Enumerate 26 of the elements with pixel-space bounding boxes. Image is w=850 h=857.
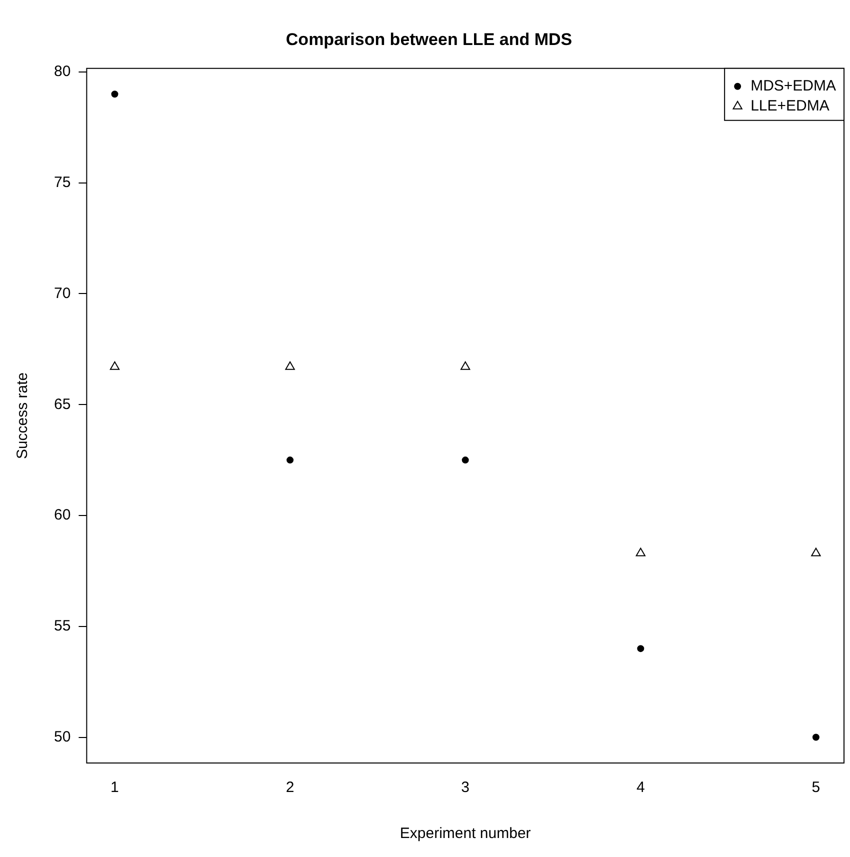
x-axis-title: Experiment number xyxy=(400,825,531,842)
point xyxy=(286,456,294,464)
point xyxy=(285,361,295,370)
point xyxy=(110,361,120,370)
point xyxy=(636,548,646,556)
point xyxy=(811,548,821,556)
x-tick-label: 1 xyxy=(110,779,119,796)
legend-label: MDS+EDMA xyxy=(750,78,836,95)
point xyxy=(812,734,820,741)
y-tick-label: 50 xyxy=(54,728,71,746)
y-tick-label: 55 xyxy=(54,618,71,635)
x-tick-label: 4 xyxy=(636,779,645,796)
x-tick-label: 3 xyxy=(461,779,470,796)
legend-label: LLE+EDMA xyxy=(750,98,830,115)
x-tick-label: 5 xyxy=(812,779,820,796)
point xyxy=(462,456,469,464)
x-tick-label: 2 xyxy=(286,779,294,796)
y-tick-label: 75 xyxy=(54,174,71,191)
y-axis-title: Success rate xyxy=(14,372,32,460)
y-tick-label: 65 xyxy=(54,396,71,413)
point xyxy=(460,361,470,370)
point xyxy=(637,645,644,652)
y-tick-label: 70 xyxy=(54,284,71,302)
y-tick-label: 80 xyxy=(54,63,71,80)
chart-title: Comparison between LLE and MDS xyxy=(286,30,572,49)
y-tick-label: 60 xyxy=(54,506,71,524)
